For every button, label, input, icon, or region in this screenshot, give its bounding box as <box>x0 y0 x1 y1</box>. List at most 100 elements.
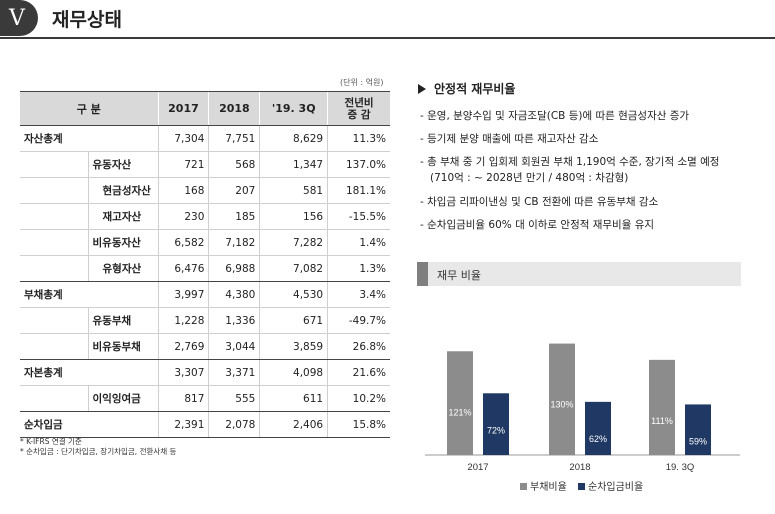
header-19-3q: '19. 3Q <box>259 91 328 126</box>
table-row: 재고자산 230 185 156 -15.5% <box>20 203 390 230</box>
row-label: 재고자산 <box>87 203 158 230</box>
row-label: 순차입금 <box>20 411 88 438</box>
table-cell: 7,751 <box>208 125 260 152</box>
legend-swatch <box>578 483 585 490</box>
bar-net-debt-ratio <box>483 393 509 455</box>
header-2017: 2017 <box>157 91 209 126</box>
table-header-row: 구 분 2017 2018 '19. 3Q 전년비 증 감 <box>20 91 390 126</box>
table-cell: 2,078 <box>208 411 260 438</box>
row-label: 비유동부채 <box>87 333 158 360</box>
table-cell: 10.2% <box>327 385 390 412</box>
table-cell: 137.0% <box>327 151 390 178</box>
table-row: 자본총계 3,307 3,371 4,098 21.6% <box>20 359 390 386</box>
section-badge: V <box>0 0 38 36</box>
data-label: 59% <box>689 436 707 446</box>
data-label: 121% <box>448 407 471 417</box>
table-cell: 7,282 <box>259 229 328 256</box>
table-cell: 3,044 <box>208 333 260 360</box>
bullet-item: - 운영, 분양수입 및 자금조달(CB 등)에 따른 현금성자산 증가 <box>420 110 690 122</box>
table-row: 유동부채 1,228 1,336 671 -49.7% <box>20 307 390 334</box>
triangle-bullet-icon <box>418 83 426 94</box>
row-label: 이익잉여금 <box>87 385 158 412</box>
table-cell: 1,336 <box>208 307 260 334</box>
table-row: 비유동부채 2,769 3,044 3,859 26.8% <box>20 333 390 360</box>
table-cell: 2,769 <box>157 333 209 360</box>
table-cell: 2,406 <box>259 411 328 438</box>
table-cell: 671 <box>259 307 328 334</box>
table-cell: 611 <box>259 385 328 412</box>
table-cell: 3,997 <box>157 281 209 308</box>
table-cell: 4,530 <box>259 281 328 308</box>
row-label: 비유동자산 <box>87 229 158 256</box>
bullet-subitem: (710억 : ~ 2028년 만기 / 480억 : 차감형) <box>430 172 629 184</box>
data-label: 72% <box>487 425 505 435</box>
table-cell: 7,182 <box>208 229 260 256</box>
table-row: 비유동자산 6,582 7,182 7,282 1.4% <box>20 229 390 256</box>
table-cell: 156 <box>259 203 328 230</box>
table-cell: 230 <box>157 203 209 230</box>
data-label: 111% <box>651 416 673 426</box>
table-cell: 1.4% <box>327 229 390 256</box>
row-label: 자산총계 <box>20 125 88 152</box>
row-label: 유동자산 <box>87 151 158 178</box>
table-cell: 15.8% <box>327 411 390 438</box>
row-label: 유형자산 <box>87 255 158 282</box>
table-row: 현금성자산 168 207 581 181.1% <box>20 177 390 204</box>
table-cell: 207 <box>208 177 260 204</box>
header-yoy: 전년비 증 감 <box>327 91 390 126</box>
table-cell: 21.6% <box>327 359 390 386</box>
legend-label: 부채비율 <box>530 481 567 493</box>
table-cell: 185 <box>208 203 260 230</box>
table-cell: 4,380 <box>208 281 260 308</box>
table-cell: 3,371 <box>208 359 260 386</box>
table-cell: 168 <box>157 177 209 204</box>
x-tick-label: 2017 <box>467 462 488 473</box>
financial-table: 구 분 2017 2018 '19. 3Q 전년비 증 감 자산총계 7,304 7,… <box>20 91 390 438</box>
table-row: 부채총계 3,997 4,380 4,530 3.4% <box>20 281 390 308</box>
table-cell: 7,304 <box>157 125 209 152</box>
chart-header-accent <box>417 262 428 286</box>
bullet-list: - 운영, 분양수입 및 자금조달(CB 등)에 따른 현금성자산 증가 - 등… <box>420 108 719 240</box>
chart-header: 재무 비율 <box>417 262 741 286</box>
bullet-item: - 총 부채 중 기 입회제 회원권 부채 1,190억 수준, 장기적 소멸 … <box>420 156 720 168</box>
header-category: 구 분 <box>20 91 158 126</box>
header-divider <box>0 37 775 39</box>
legend-label: 순차입금비율 <box>588 480 643 493</box>
row-label: 현금성자산 <box>87 177 158 204</box>
table-cell: 1.3% <box>327 255 390 282</box>
bullet-item: - 차입금 리파이낸싱 및 CB 전환에 따른 유동부채 감소 <box>420 196 659 208</box>
bar-net-debt-ratio <box>685 404 711 455</box>
chart-header-title: 재무 비율 <box>437 269 481 282</box>
table-cell: -15.5% <box>327 203 390 230</box>
x-tick-label: 19. 3Q <box>666 462 695 473</box>
x-tick-label: 2018 <box>569 462 590 473</box>
header-2018: 2018 <box>208 91 260 126</box>
legend-swatch <box>520 483 527 490</box>
table-cell: 1,347 <box>259 151 328 178</box>
bullet-item: - 순차입금비율 60% 대 이하로 안정적 재무비율 유지 <box>420 219 655 231</box>
table-cell: 817 <box>157 385 209 412</box>
note-ifrs: * K-IFRS 연결 기준 <box>20 437 82 446</box>
table-cell: 11.3% <box>327 125 390 152</box>
table-cell: 581 <box>259 177 328 204</box>
table-cell: 555 <box>208 385 260 412</box>
table-row: 유형자산 6,476 6,988 7,082 1.3% <box>20 255 390 282</box>
unit-label: (단위 : 억원) <box>340 78 384 87</box>
table-cell: 721 <box>157 151 209 178</box>
page-header: V 재무상태 <box>0 0 775 40</box>
table-notes: * K-IFRS 연결 기준 * 순차입금 : 단기차입금, 장기차입금, 전환… <box>20 437 176 457</box>
row-label: 자본총계 <box>20 359 88 386</box>
table-row: 유동자산 721 568 1,347 137.0% <box>20 151 390 178</box>
table-row: 순차입금 2,391 2,078 2,406 15.8% <box>20 411 390 438</box>
bullet-item: - 등기제 분양 매출에 따른 재고자산 감소 <box>420 133 599 145</box>
table-cell: 181.1% <box>327 177 390 204</box>
table-cell: 26.8% <box>327 333 390 360</box>
table-row: 이익잉여금 817 555 611 10.2% <box>20 385 390 412</box>
section-title: 안정적 재무비율 <box>418 80 515 97</box>
bar-net-debt-ratio <box>585 401 611 455</box>
bar-debt-ratio <box>549 343 575 455</box>
bar-debt-ratio <box>447 351 473 455</box>
table-cell: 6,476 <box>157 255 209 282</box>
bar-debt-ratio <box>649 359 675 455</box>
table-cell: -49.7% <box>327 307 390 334</box>
